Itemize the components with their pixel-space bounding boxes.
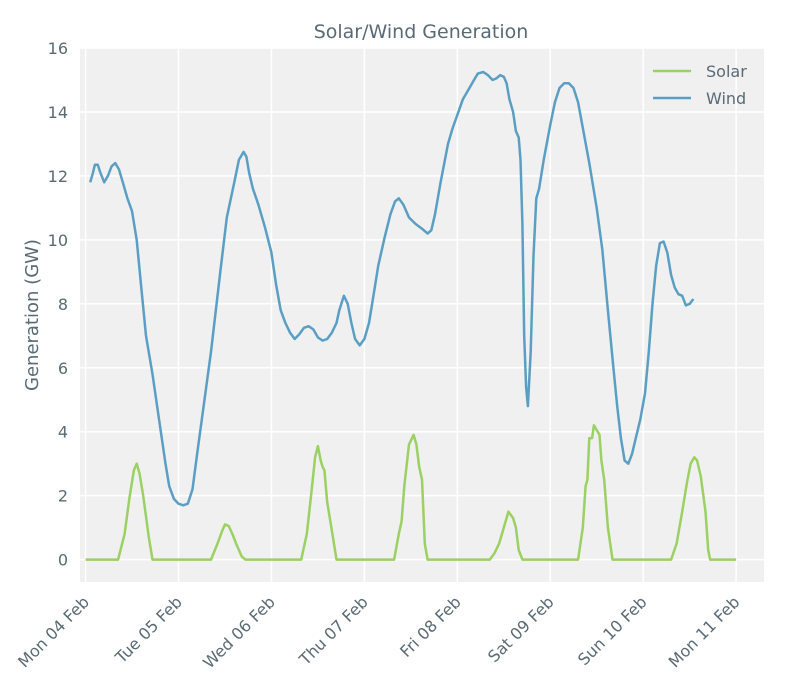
- y-tick-label: 16: [48, 39, 68, 58]
- legend-solar-label: Solar: [706, 62, 747, 81]
- x-tick-label: Thu 07 Feb: [295, 592, 372, 669]
- x-tick-label: Tue 05 Feb: [111, 592, 186, 667]
- y-axis-ticks: 0 2 4 6 8 10 12 14 16: [48, 39, 68, 570]
- y-axis-label: Generation (GW): [22, 239, 43, 391]
- x-axis-ticks: Mon 04 Feb Tue 05 Feb Wed 06 Feb Thu 07 Feb…: [14, 592, 743, 672]
- y-tick-label: 14: [48, 103, 68, 122]
- y-tick-label: 12: [48, 167, 68, 186]
- legend-wind-label: Wind: [706, 89, 746, 108]
- y-tick-label: 2: [58, 487, 68, 506]
- x-tick-label: Fri 08 Feb: [396, 592, 465, 661]
- y-tick-label: 6: [58, 359, 68, 378]
- y-tick-label: 0: [58, 551, 68, 570]
- x-tick-label: Mon 11 Feb: [665, 592, 744, 671]
- series-line-solar: [85, 424, 737, 561]
- x-tick-label: Wed 06 Feb: [199, 592, 279, 672]
- y-tick-label: 4: [58, 423, 68, 442]
- chart-title: Solar/Wind Generation: [314, 21, 529, 43]
- y-tick-label: 8: [58, 295, 68, 314]
- series-layer: [85, 70, 737, 561]
- x-tick-label: Sun 10 Feb: [574, 592, 651, 669]
- grid: [80, 47, 764, 582]
- legend: Solar Wind: [653, 62, 747, 108]
- series-line-wind: [89, 70, 695, 507]
- x-tick-label: Mon 04 Feb: [14, 592, 93, 671]
- y-tick-label: 10: [48, 231, 68, 250]
- x-tick-label: Sat 09 Feb: [484, 592, 558, 666]
